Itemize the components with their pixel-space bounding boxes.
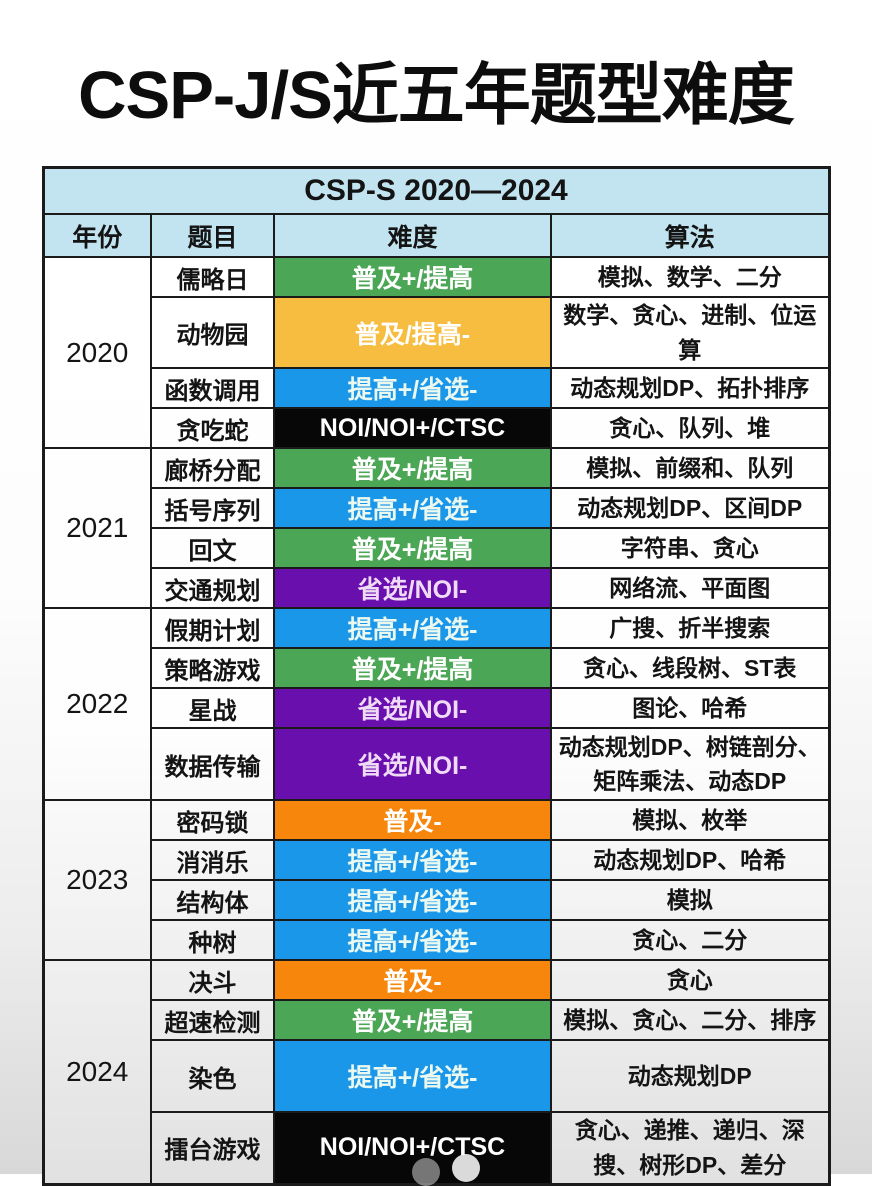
difficulty-table: CSP-S 2020—2024 年份 题目 难度 算法 2020 儒略日 普及+/提… <box>41 166 831 1186</box>
table-row: 星战 省选/NOI- 图论、哈希 <box>43 687 830 729</box>
algorithms-cell: 贪心、二分 <box>550 919 830 961</box>
difficulty-badge: 普及+/提高 <box>273 256 552 298</box>
algorithms-cell: 模拟、枚举 <box>550 799 830 841</box>
problem-cell: 擂台游戏 <box>150 1111 275 1185</box>
problem-cell: 染色 <box>150 1039 275 1113</box>
problem-cell: 函数调用 <box>150 367 275 409</box>
table-row: 种树 提高+/省选- 贪心、二分 <box>43 919 830 961</box>
difficulty-badge: 提高+/省选- <box>273 607 552 649</box>
difficulty-badge: 普及+/提高 <box>273 647 552 689</box>
problem-cell: 廊桥分配 <box>150 447 275 489</box>
difficulty-badge: 提高+/省选- <box>273 919 552 961</box>
table-row: 2024 决斗 普及- 贪心 <box>42 959 830 1185</box>
problem-cell: 星战 <box>150 687 275 729</box>
table-subtitle: CSP-S 2020—2024 <box>42 166 830 215</box>
table-row: 策略游戏 普及+/提高 贪心、线段树、ST表 <box>43 647 830 689</box>
difficulty-badge: 省选/NOI- <box>273 727 552 801</box>
difficulty-badge: 省选/NOI- <box>273 567 552 609</box>
problem-cell: 种树 <box>150 919 275 961</box>
column-header-year: 年份 <box>42 213 152 258</box>
problem-cell: 数据传输 <box>150 727 275 801</box>
algorithms-cell: 动态规划DP、树链剖分、矩阵乘法、动态DP <box>550 727 830 801</box>
algorithms-cell: 模拟 <box>550 879 830 921</box>
difficulty-badge: 普及+/提高 <box>273 999 552 1041</box>
problem-cell: 消消乐 <box>150 839 275 881</box>
problem-cell: 超速检测 <box>150 999 275 1041</box>
algorithms-cell: 网络流、平面图 <box>550 567 830 609</box>
table-body: 2020 儒略日 普及+/提高 模拟、数学、二分 动物园 普及/提高- 数学、贪心、进制、位… <box>42 256 830 1185</box>
year-cell: 2024 <box>42 959 152 1185</box>
problem-cell: 策略游戏 <box>150 647 275 689</box>
algorithms-cell: 贪心 <box>550 959 830 1001</box>
table-header-row: 年份 题目 难度 算法 <box>42 213 830 258</box>
problem-cell: 贪吃蛇 <box>150 407 275 449</box>
algorithms-cell: 模拟、数学、二分 <box>550 256 830 298</box>
problem-cell: 假期计划 <box>150 607 275 649</box>
algorithms-cell: 动态规划DP、区间DP <box>550 487 830 529</box>
column-header-problem: 题目 <box>150 213 275 258</box>
year-cell: 2022 <box>42 607 152 801</box>
problem-cell: 回文 <box>150 527 275 569</box>
table-row: 动物园 普及/提高- 数学、贪心、进制、位运算 <box>43 296 830 369</box>
table-row: 结构体 提高+/省选- 模拟 <box>43 879 830 921</box>
table-row: 回文 普及+/提高 字符串、贪心 <box>43 527 830 569</box>
difficulty-badge: 提高+/省选- <box>273 879 552 921</box>
difficulty-badge: 提高+/省选- <box>273 367 552 409</box>
difficulty-badge: 普及+/提高 <box>273 447 552 489</box>
year-cell: 2020 <box>42 256 152 449</box>
problem-cell: 括号序列 <box>150 487 275 529</box>
algorithms-cell: 贪心、递推、递归、深搜、树形DP、差分 <box>550 1111 830 1185</box>
table-row: 交通规划 省选/NOI- 网络流、平面图 <box>43 567 830 609</box>
algorithms-cell: 动态规划DP、哈希 <box>550 839 830 881</box>
difficulty-badge: 省选/NOI- <box>273 687 552 729</box>
watermark-dot-icon <box>452 1154 480 1182</box>
problem-cell: 密码锁 <box>150 799 275 841</box>
table-row: 消消乐 提高+/省选- 动态规划DP、哈希 <box>43 839 830 881</box>
algorithms-cell: 贪心、线段树、ST表 <box>550 647 830 689</box>
difficulty-badge: 普及- <box>273 959 552 1001</box>
difficulty-badge: 提高+/省选- <box>273 839 552 881</box>
algorithms-cell: 图论、哈希 <box>550 687 830 729</box>
table-row: 2022 假期计划 提高+/省选- 广搜、折半搜索 <box>42 607 830 801</box>
column-header-algorithm: 算法 <box>550 213 830 258</box>
table-row: 2021 廊桥分配 普及+/提高 模拟、前缀和、队列 <box>42 447 830 609</box>
algorithms-cell: 模拟、贪心、二分、排序 <box>550 999 830 1041</box>
problem-cell: 儒略日 <box>150 256 275 298</box>
difficulty-badge: 提高+/省选- <box>273 1039 552 1113</box>
algorithms-cell: 数学、贪心、进制、位运算 <box>550 296 830 369</box>
algorithms-cell: 动态规划DP、拓扑排序 <box>550 367 830 409</box>
table-row: 染色 提高+/省选- 动态规划DP <box>43 1039 830 1113</box>
watermark-dots <box>404 1154 494 1186</box>
table-subtitle-row: CSP-S 2020—2024 <box>42 166 830 215</box>
year-cell: 2023 <box>42 799 152 961</box>
problem-cell: 结构体 <box>150 879 275 921</box>
problem-cell: 决斗 <box>150 959 275 1001</box>
problem-cell: 动物园 <box>150 296 275 369</box>
year-cell: 2021 <box>42 447 152 609</box>
difficulty-badge: NOI/NOI+/CTSC <box>273 407 552 449</box>
difficulty-badge: 普及+/提高 <box>273 527 552 569</box>
algorithms-cell: 模拟、前缀和、队列 <box>550 447 830 489</box>
problem-cell: 交通规划 <box>150 567 275 609</box>
table-row: 函数调用 提高+/省选- 动态规划DP、拓扑排序 <box>43 367 830 409</box>
table-row: 2020 儒略日 普及+/提高 模拟、数学、二分 <box>42 256 830 449</box>
watermark-dot-icon <box>412 1158 440 1186</box>
algorithms-cell: 广搜、折半搜索 <box>550 607 830 649</box>
table-row: 超速检测 普及+/提高 模拟、贪心、二分、排序 <box>43 999 830 1041</box>
table-row: 2023 密码锁 普及- 模拟、枚举 <box>42 799 830 961</box>
table-row: 括号序列 提高+/省选- 动态规划DP、区间DP <box>43 487 830 529</box>
difficulty-badge: 提高+/省选- <box>273 487 552 529</box>
difficulty-badge: 普及/提高- <box>273 296 552 369</box>
column-header-difficulty: 难度 <box>273 213 552 258</box>
difficulty-badge: 普及- <box>273 799 552 841</box>
table-row: 贪吃蛇 NOI/NOI+/CTSC 贪心、队列、堆 <box>43 407 830 449</box>
page-title: CSP-J/S近五年题型难度 <box>78 58 795 133</box>
algorithms-cell: 贪心、队列、堆 <box>550 407 830 449</box>
table-row: 数据传输 省选/NOI- 动态规划DP、树链剖分、矩阵乘法、动态DP <box>43 727 830 801</box>
algorithms-cell: 字符串、贪心 <box>550 527 830 569</box>
algorithms-cell: 动态规划DP <box>550 1039 830 1113</box>
